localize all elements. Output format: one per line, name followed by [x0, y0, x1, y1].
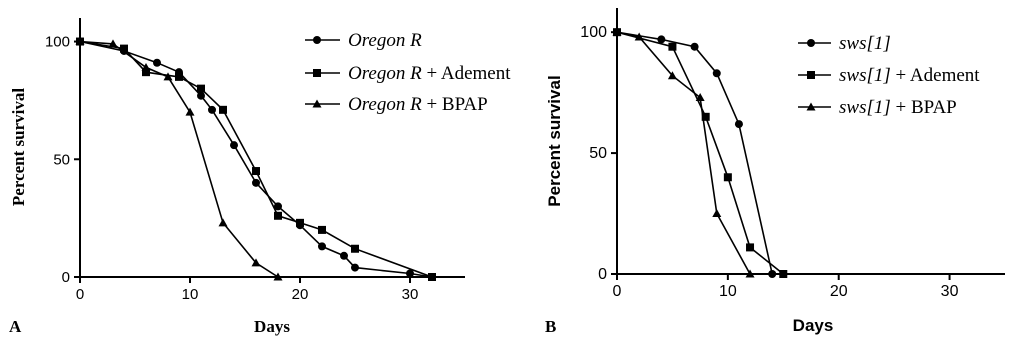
- panel-b-series-3-point: [612, 27, 622, 36]
- panel-a-series-2-point: [142, 68, 150, 77]
- panel-b-legend-label-1: sws[1]: [839, 33, 891, 54]
- panel-a-y-tick-label: 0: [62, 269, 70, 286]
- panel-b-legend-label-3: sws[1] + BPAP: [839, 97, 957, 118]
- panel-a-y-tick-label: 100: [45, 34, 70, 51]
- panel-a-series-3-point: [251, 258, 261, 267]
- panel-a-series-1-point: [230, 141, 238, 150]
- panel-b-legend-item-2: sws[1] + Adement: [798, 65, 980, 86]
- panel-b-series-3-point: [712, 209, 722, 218]
- panel-a-legend-square-marker: [313, 69, 321, 77]
- panel-b-series-2-line: [616, 31, 784, 275]
- panel-a-y-axis-title: Percent survival: [9, 88, 28, 206]
- panel-a-series: [75, 37, 436, 281]
- panel-a-series-3-point: [185, 107, 195, 116]
- panel-b-series-2-point: [746, 243, 755, 252]
- panel-b-legend-item-1: sws[1]: [798, 33, 891, 54]
- panel-b-series-1-line: [616, 31, 773, 275]
- panel-b-series: [612, 27, 788, 278]
- panel-b-legend-triangle-marker: [806, 102, 816, 111]
- panel-b-ticks: 0 10 20 30 0 50 100: [580, 24, 958, 300]
- panel-b-x-tick-label: 20: [830, 283, 848, 300]
- panel-a-letter: A: [9, 317, 22, 336]
- panel-b-y-tick-label: 0: [598, 266, 607, 283]
- panel-a-series-1-point: [274, 202, 282, 211]
- panel-a-series-2-point: [252, 167, 260, 176]
- panel-a-series-1-point: [340, 251, 348, 260]
- panel-a-series-1-point: [406, 269, 414, 278]
- panel-b-y-tick-label: 100: [580, 24, 607, 41]
- panel-a-x-axis-title: Days: [254, 317, 290, 336]
- panel-a-x-tick-label: 20: [292, 286, 309, 303]
- panel-b-x-tick-label: 30: [941, 283, 959, 300]
- panel-a-x-tick-label: 30: [402, 286, 419, 303]
- panel-a-series-1-point: [153, 58, 161, 67]
- panel-b-legend-circle-marker: [807, 39, 815, 47]
- panel-a-y-tick-label: 50: [53, 151, 70, 168]
- panel-a-series-2-point: [318, 225, 326, 234]
- panel-a-legend-item-3: Oregon R + BPAP: [305, 94, 488, 115]
- panel-b-series-1-point: [734, 120, 743, 129]
- panel-b-x-tick-label: 10: [719, 283, 737, 300]
- panel-a-series-2-point: [274, 211, 282, 220]
- panel-b-series-1-point: [657, 35, 666, 44]
- panel-a-legend: Oregon R Oregon R + Adement Oregon R + B…: [305, 30, 511, 115]
- panel-a-series-3-point: [273, 272, 283, 281]
- panel-b-series-2-point: [701, 112, 710, 121]
- panel-a-series-3-point: [141, 62, 151, 71]
- panel-b-legend-square-marker: [807, 71, 815, 79]
- panel-b-legend-item-3: sws[1] + BPAP: [798, 97, 957, 118]
- panel-a-legend-item-1: Oregon R: [305, 30, 422, 51]
- panel-a-x-tick-label: 10: [182, 286, 199, 303]
- panel-b-series-1-point: [768, 270, 777, 278]
- panel-b-series-2-point: [779, 270, 788, 278]
- panel-b-series-3-line: [616, 31, 751, 275]
- panel-b-y-tick-label: 50: [589, 145, 607, 162]
- panel-b-series-1-point: [690, 42, 699, 51]
- panel-a-series-2-point: [175, 72, 183, 81]
- panel-a-series-1-point: [351, 263, 359, 272]
- panel-b-legend-label-2: sws[1] + Adement: [839, 65, 980, 86]
- panel-a-series-1-point: [318, 242, 326, 251]
- panel-b-y-axis-title: Percent survival: [545, 75, 564, 206]
- panel-a-legend-triangle-marker: [312, 99, 322, 108]
- panel-a-series-2-point: [428, 273, 436, 281]
- panel-a-series-3-point: [108, 39, 118, 48]
- panel-a-series-3-point: [218, 218, 228, 227]
- panel-a-series-2-point: [219, 105, 227, 114]
- panel-a-legend-item-2: Oregon R + Adement: [305, 63, 511, 84]
- panel-a-x-tick-label: 0: [76, 286, 84, 303]
- panel-a-series-3-line: [79, 40, 279, 278]
- panel-a-series-3-point: [75, 37, 85, 46]
- panel-b-series-3-point: [667, 71, 677, 80]
- panel-a-series-3-point: [163, 72, 173, 81]
- panel-b-series-1-point: [712, 69, 721, 78]
- panel-a-series-2-point: [120, 44, 128, 53]
- panel-a-legend-label-3: Oregon R + BPAP: [348, 94, 488, 115]
- panel-b-letter: B: [545, 317, 556, 336]
- panel-b-legend: sws[1] sws[1] + Adement sws[1] + BPAP: [798, 33, 980, 118]
- panel-a: 0 10 20 30 0 50 100 Days Percent survival A Or…: [9, 18, 511, 336]
- panel-b-x-tick-label: 0: [613, 283, 622, 300]
- panel-b: 0 10 20 30 0 50 100 Days Percent survival B sw…: [545, 8, 1005, 336]
- panel-a-legend-circle-marker: [313, 36, 321, 44]
- panel-b-x-axis-title: Days: [793, 316, 834, 335]
- panel-a-series-1-point: [197, 91, 205, 100]
- panel-a-ticks: 0 10 20 30 0 50 100: [45, 34, 418, 303]
- panel-a-series-1-point: [208, 105, 216, 114]
- panel-a-legend-label-2: Oregon R + Adement: [348, 63, 511, 84]
- panel-a-legend-label-1: Oregon R: [348, 30, 422, 51]
- panel-b-series-2-point: [668, 42, 677, 51]
- panel-a-series-2-point: [197, 84, 205, 93]
- panel-a-series-2-point: [351, 244, 359, 253]
- panel-a-series-2-point: [296, 218, 304, 227]
- panel-b-series-2-point: [723, 173, 732, 182]
- panel-b-series-3-point: [634, 32, 644, 41]
- panel-b-series-3-point: [695, 92, 705, 101]
- panel-b-series-3-point: [745, 269, 755, 278]
- panel-a-series-1-point: [252, 178, 260, 187]
